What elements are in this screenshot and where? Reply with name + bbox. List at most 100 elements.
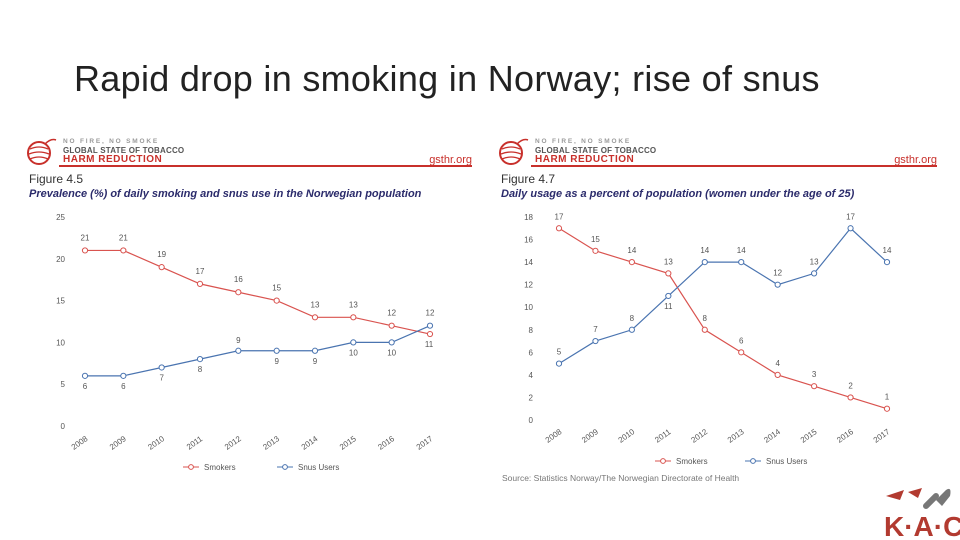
x-tick-label: 2011 — [185, 434, 205, 452]
data-point — [426, 322, 434, 329]
series-line-smokers — [85, 249, 431, 335]
data-point — [120, 372, 127, 379]
data-point — [273, 347, 280, 354]
data-label: 12 — [426, 309, 435, 318]
brand-site: gsthr.org — [894, 154, 937, 166]
x-tick-label: 2016 — [376, 434, 396, 452]
data-point — [811, 270, 818, 277]
data-label: 17 — [846, 212, 855, 221]
data-label: 17 — [555, 212, 564, 221]
data-point — [592, 337, 599, 345]
x-tick-label: 2013 — [726, 427, 746, 445]
y-tick-label: 14 — [524, 258, 533, 267]
data-label: 15 — [272, 284, 281, 293]
legend-marker — [750, 458, 756, 464]
figure-panel-left: NO FIRE, NO SMOKE GLOBAL STATE OF TOBACC… — [25, 132, 480, 480]
y-tick-label: 4 — [529, 371, 534, 380]
legend-label: Snus Users — [298, 463, 339, 472]
data-label: 11 — [664, 302, 673, 311]
x-tick-label: 2011 — [653, 427, 673, 445]
x-tick-label: 2014 — [762, 427, 782, 445]
y-tick-label: 12 — [524, 281, 533, 290]
x-tick-label: 2013 — [261, 434, 281, 452]
data-point — [738, 259, 745, 266]
brand-tagline: NO FIRE, NO SMOKE — [535, 138, 631, 145]
slide-title: Rapid drop in smoking in Norway; rise of… — [74, 58, 820, 99]
data-label: 13 — [311, 300, 320, 309]
legend-marker — [660, 458, 666, 464]
data-label: 14 — [883, 246, 892, 255]
data-label: 21 — [81, 233, 90, 242]
series-line-snus-users — [558, 227, 888, 365]
y-tick-label: 25 — [56, 213, 65, 222]
data-point — [158, 364, 165, 371]
data-label: 8 — [630, 314, 635, 323]
kac-logo-text: K·A·C — [884, 511, 960, 540]
figure-label: Figure 4.5 — [29, 172, 84, 186]
y-tick-label: 0 — [61, 422, 66, 431]
data-label: 11 — [425, 340, 434, 349]
brand-line3: HARM REDUCTION — [63, 154, 163, 165]
data-label: 5 — [557, 348, 562, 357]
data-point — [235, 347, 242, 354]
data-label: 7 — [593, 325, 598, 334]
data-point — [555, 360, 563, 367]
x-tick-label: 2017 — [415, 434, 435, 452]
y-tick-label: 10 — [524, 303, 533, 312]
figure-label: Figure 4.7 — [501, 172, 556, 186]
globe-logo-icon — [27, 138, 57, 165]
data-label: 19 — [157, 250, 166, 259]
brand-header: NO FIRE, NO SMOKE GLOBAL STATE OF TOBACC… — [25, 132, 480, 167]
y-tick-label: 5 — [61, 380, 66, 389]
data-point — [738, 349, 745, 356]
data-point — [628, 326, 635, 333]
data-point — [388, 322, 395, 329]
data-label: 13 — [664, 257, 673, 266]
series-line-smokers — [558, 227, 888, 410]
data-point — [592, 247, 599, 254]
data-label: 10 — [387, 348, 396, 357]
x-tick-label: 2017 — [872, 427, 892, 445]
y-tick-label: 18 — [524, 213, 533, 222]
x-tick-label: 2014 — [300, 434, 320, 452]
data-label: 13 — [810, 257, 819, 266]
data-point — [701, 259, 708, 266]
data-point — [235, 289, 242, 296]
x-tick-label: 2015 — [338, 434, 358, 452]
data-point — [81, 372, 89, 379]
legend-label: Smokers — [676, 457, 708, 466]
legend-label: Smokers — [204, 463, 236, 472]
y-tick-label: 8 — [529, 326, 534, 335]
data-label: 6 — [83, 382, 88, 391]
data-label: 9 — [313, 357, 318, 366]
y-tick-label: 2 — [529, 393, 534, 402]
x-tick-label: 2010 — [617, 427, 637, 445]
data-label: 15 — [591, 235, 600, 244]
data-label: 7 — [159, 373, 164, 382]
brand-rule — [59, 165, 472, 167]
kac-logo-icon: K·A·C — [884, 488, 960, 540]
data-label: 3 — [812, 370, 817, 379]
data-label: 17 — [196, 267, 205, 276]
data-label: 14 — [700, 246, 709, 255]
data-point — [311, 347, 319, 354]
data-point — [774, 281, 781, 288]
data-label: 14 — [627, 246, 636, 255]
data-label: 9 — [236, 336, 241, 345]
data-label: 2 — [848, 381, 853, 390]
data-point — [811, 383, 818, 390]
y-tick-label: 16 — [524, 236, 533, 245]
data-point — [665, 292, 672, 300]
data-point — [196, 356, 204, 363]
x-tick-label: 2009 — [580, 427, 600, 445]
data-point — [847, 225, 854, 232]
data-label: 9 — [274, 357, 279, 366]
data-label: 8 — [703, 314, 708, 323]
x-tick-label: 2009 — [108, 434, 128, 452]
x-tick-label: 2008 — [70, 434, 90, 452]
data-point — [847, 394, 854, 401]
data-label: 6 — [121, 382, 126, 391]
legend-marker — [282, 464, 288, 470]
data-point — [388, 339, 395, 346]
data-point — [81, 247, 89, 254]
